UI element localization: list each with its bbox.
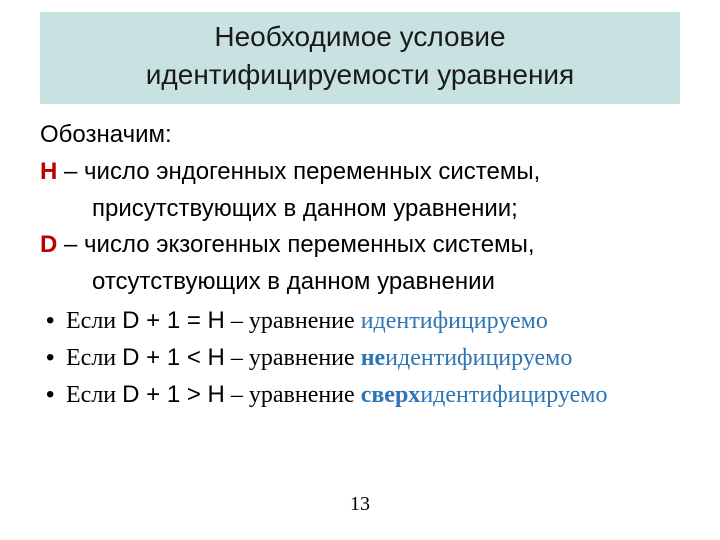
d-def-line-2: отсутствующих в данном уравнении: [40, 265, 680, 300]
slide-title-line-1: Необходимое условие: [214, 21, 505, 52]
rule-expr: D + 1 = H: [122, 307, 225, 334]
d-symbol: D: [40, 231, 57, 258]
rule-item-1: Если D + 1 = H – уравнение идентифицируе…: [40, 304, 680, 339]
rule-keyword-ident: идентифицируемо: [361, 308, 548, 334]
slide-body: Обозначим: H – число эндогенных переменн…: [40, 118, 680, 414]
slide-title-line-2: идентифицируемости уравнения: [146, 59, 574, 90]
rule-item-3: Если D + 1 > H – уравнение сверхидентифи…: [40, 378, 680, 413]
rule-keyword-neident: неидентифицируемо: [361, 345, 573, 371]
d-text-1: – число экзогенных переменных системы,: [57, 231, 534, 258]
rule-keyword-super-prefix: сверх: [361, 382, 421, 408]
rule-keyword-super: сверхидентифицируемо: [361, 382, 608, 408]
h-def-line-1: H – число эндогенных переменных системы,: [40, 155, 680, 190]
h-symbol: H: [40, 158, 57, 185]
slide: Необходимое условие идентифицируемости у…: [0, 0, 720, 540]
rule-prefix: Если: [66, 308, 122, 334]
rule-tail: – уравнение: [225, 382, 361, 408]
h-text-1: – число эндогенных переменных системы,: [57, 158, 540, 185]
rule-prefix: Если: [66, 382, 122, 408]
rule-tail: – уравнение: [225, 308, 361, 334]
rule-keyword-super-main: идентифицируемо: [420, 382, 607, 408]
d-def-line-1: D – число экзогенных переменных системы,: [40, 228, 680, 263]
rule-tail: – уравнение: [225, 345, 361, 371]
rule-prefix: Если: [66, 345, 122, 371]
rule-expr: D + 1 > H: [122, 381, 225, 408]
rule-keyword-ne-prefix: не: [361, 345, 385, 371]
page-number: 13: [0, 493, 720, 516]
rule-keyword-ne-main: идентифицируемо: [385, 345, 572, 371]
h-def-line-2: присутствующих в данном уравнении;: [40, 192, 680, 227]
slide-title: Необходимое условие идентифицируемости у…: [40, 12, 680, 104]
rule-item-2: Если D + 1 < H – уравнение неидентифицир…: [40, 341, 680, 376]
rules-list: Если D + 1 = H – уравнение идентифицируе…: [40, 304, 680, 412]
intro-line: Обозначим:: [40, 118, 680, 153]
rule-expr: D + 1 < H: [122, 344, 225, 371]
